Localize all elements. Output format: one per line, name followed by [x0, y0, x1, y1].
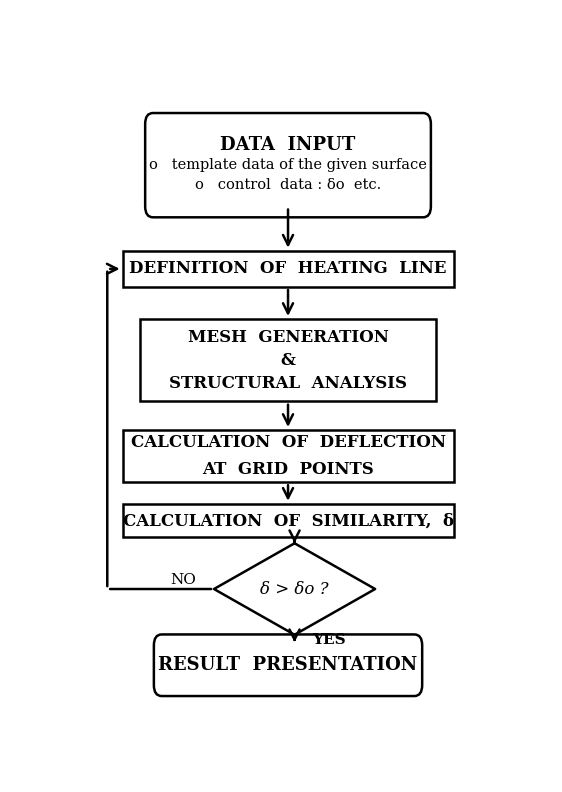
Bar [140, 319, 436, 402]
Text: CALCULATION  OF  SIMILARITY,  δ: CALCULATION OF SIMILARITY, δ [123, 512, 454, 529]
Text: MESH  GENERATION: MESH GENERATION [188, 329, 388, 345]
FancyBboxPatch shape [154, 634, 422, 696]
Bar [123, 250, 454, 287]
Text: DEFINITION  OF  HEATING  LINE: DEFINITION OF HEATING LINE [129, 261, 447, 277]
Text: NO: NO [170, 573, 197, 587]
Text: YES: YES [312, 633, 346, 646]
Text: o   control  data : δo  etc.: o control data : δo etc. [195, 178, 381, 192]
Text: CALCULATION  OF  DEFLECTION: CALCULATION OF DEFLECTION [130, 434, 446, 451]
Text: &: & [280, 352, 296, 369]
Bar [123, 430, 454, 482]
Bar [123, 504, 454, 538]
Text: DATA  INPUT: DATA INPUT [220, 136, 356, 154]
Text: AT  GRID  POINTS: AT GRID POINTS [202, 461, 374, 478]
FancyBboxPatch shape [145, 113, 431, 217]
Text: δ > δo ?: δ > δo ? [260, 581, 329, 597]
Text: o   template data of the given surface: o template data of the given surface [149, 158, 427, 172]
Text: RESULT  PRESENTATION: RESULT PRESENTATION [158, 657, 418, 674]
Text: STRUCTURAL  ANALYSIS: STRUCTURAL ANALYSIS [169, 375, 407, 392]
